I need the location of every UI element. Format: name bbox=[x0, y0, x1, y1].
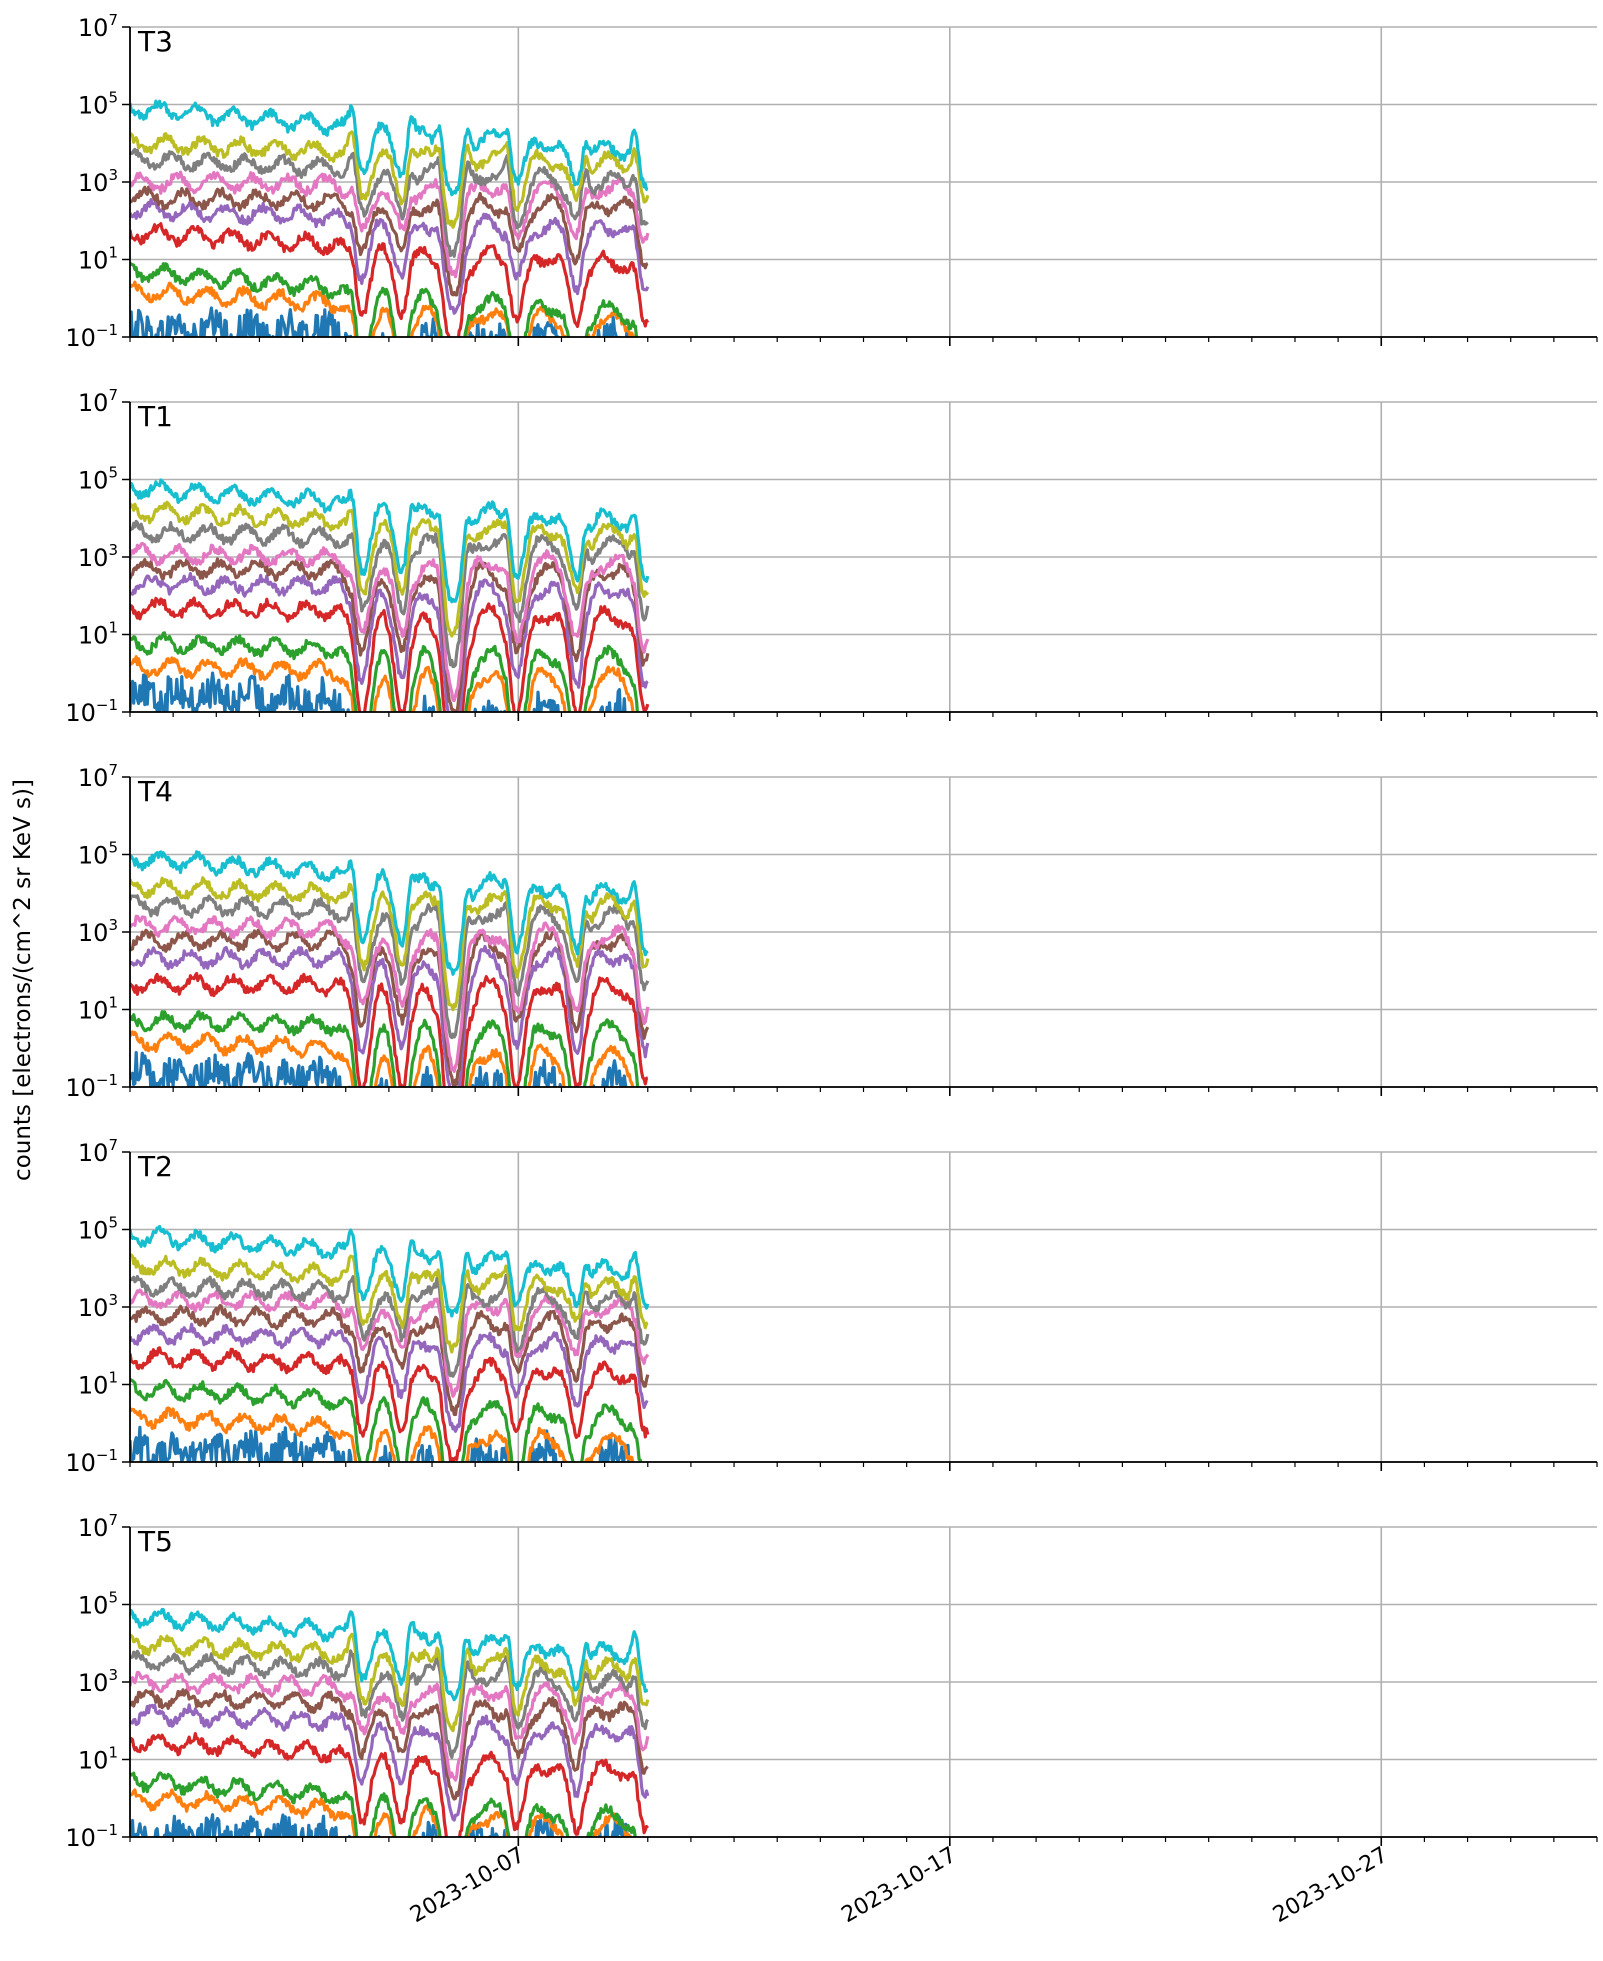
y-tick-label: 105 bbox=[78, 839, 118, 870]
series-line-channel-3 bbox=[130, 596, 650, 712]
series-line-channel-3 bbox=[130, 971, 649, 1087]
series-line-channel-6 bbox=[130, 170, 650, 279]
y-tick-label: 10−1 bbox=[65, 321, 118, 352]
series-line-channel-6 bbox=[130, 914, 650, 1073]
y-axis-label: counts [electrons/(cm^2 sr KeV s)] bbox=[10, 779, 36, 1181]
series-line-channel-5 bbox=[130, 185, 649, 297]
x-tick-label: 2023-10-27 bbox=[1269, 1843, 1392, 1929]
y-tick-label: 105 bbox=[78, 1589, 118, 1620]
series-line-channel-3 bbox=[130, 1731, 650, 1837]
series-group bbox=[130, 1224, 650, 1462]
panel-t2: 10−1 101 103 105 107 T2 bbox=[65, 1136, 1598, 1477]
y-tick-label: 107 bbox=[78, 11, 118, 42]
series-line-channel-2 bbox=[130, 262, 639, 337]
series-line-channel-0 bbox=[130, 1812, 632, 1837]
series-line-channel-2 bbox=[130, 1377, 643, 1462]
series-group bbox=[130, 1607, 650, 1837]
y-tick-label: 107 bbox=[78, 1511, 118, 1542]
panel-t3: 10−1 101 103 105 107 T3 bbox=[65, 11, 1598, 352]
panel-title: T3 bbox=[137, 25, 173, 58]
series-line-channel-5 bbox=[130, 1688, 649, 1801]
series-line-channel-4 bbox=[130, 944, 650, 1087]
series-line-channel-1 bbox=[130, 655, 635, 712]
y-tick-label: 105 bbox=[78, 464, 118, 495]
series-line-channel-2 bbox=[130, 631, 639, 712]
series-line-channel-7 bbox=[130, 894, 650, 1040]
series-group bbox=[130, 99, 650, 337]
series-line-channel-9 bbox=[130, 478, 650, 604]
series-line-channel-8 bbox=[130, 1632, 650, 1733]
x-tick-label: 2023-10-07 bbox=[406, 1843, 529, 1929]
series-line-channel-1 bbox=[130, 1030, 635, 1087]
series-line-channel-4 bbox=[130, 198, 650, 315]
panel-title: T1 bbox=[137, 400, 173, 433]
y-tick-label: 103 bbox=[78, 541, 118, 572]
series-line-channel-9 bbox=[130, 99, 649, 197]
series-line-channel-0 bbox=[130, 671, 627, 712]
series-line-channel-2 bbox=[130, 1771, 637, 1837]
x-tick-label: 2023-10-17 bbox=[838, 1843, 961, 1929]
series-line-channel-7 bbox=[130, 1649, 650, 1760]
series-line-channel-1 bbox=[130, 1406, 635, 1462]
y-tick-label: 101 bbox=[78, 244, 118, 275]
series-line-channel-7 bbox=[130, 147, 649, 258]
series-line-channel-1 bbox=[130, 1788, 633, 1837]
y-tick-label: 101 bbox=[78, 619, 118, 650]
y-tick-label: 103 bbox=[78, 166, 118, 197]
series-line-channel-4 bbox=[130, 1703, 650, 1822]
series-line-channel-2 bbox=[130, 1010, 640, 1087]
y-tick-label: 105 bbox=[78, 1214, 118, 1245]
y-tick-label: 101 bbox=[78, 1369, 118, 1400]
series-line-channel-8 bbox=[130, 130, 650, 229]
series-line-channel-1 bbox=[130, 280, 636, 337]
series-line-channel-7 bbox=[130, 1273, 650, 1378]
y-tick-label: 107 bbox=[78, 761, 118, 792]
series-line-channel-9 bbox=[130, 1224, 650, 1318]
series-line-channel-8 bbox=[130, 1253, 649, 1354]
y-tick-label: 101 bbox=[78, 994, 118, 1025]
series-line-channel-9 bbox=[130, 850, 649, 976]
series-line-channel-5 bbox=[130, 1303, 650, 1417]
series-group bbox=[130, 850, 650, 1087]
series-line-channel-9 bbox=[130, 1607, 649, 1702]
y-tick-label: 10−1 bbox=[65, 1446, 118, 1477]
y-tick-label: 10−1 bbox=[65, 1821, 118, 1852]
series-line-channel-6 bbox=[130, 1288, 650, 1398]
y-tick-label: 107 bbox=[78, 1136, 118, 1167]
panel-title: T5 bbox=[137, 1525, 173, 1558]
series-line-channel-6 bbox=[130, 541, 650, 703]
series-line-channel-7 bbox=[130, 519, 650, 669]
y-tick-label: 103 bbox=[78, 1666, 118, 1697]
y-tick-label: 10−1 bbox=[65, 696, 118, 727]
series-line-channel-0 bbox=[130, 1050, 628, 1087]
series-group bbox=[130, 478, 650, 712]
panel-title: T2 bbox=[137, 1150, 173, 1183]
panels-layer: 10−1101103105107T310−1101103105107T110−1… bbox=[65, 11, 1598, 1929]
series-line-channel-4 bbox=[130, 571, 649, 712]
series-line-channel-8 bbox=[130, 876, 650, 1012]
panel-t4: 10−1 101 103 105 107 T4 bbox=[65, 761, 1598, 1102]
panel-t5: 10−1 101 103 105 107 T5 2023-10-07 2023-10-17 20… bbox=[65, 1511, 1598, 1929]
y-tick-label: 101 bbox=[78, 1744, 118, 1775]
series-line-channel-8 bbox=[130, 500, 650, 638]
panel-title: T4 bbox=[137, 775, 173, 808]
y-tick-label: 105 bbox=[78, 89, 118, 120]
series-line-channel-0 bbox=[130, 1425, 631, 1462]
series-line-channel-0 bbox=[130, 306, 630, 337]
y-tick-label: 10−1 bbox=[65, 1071, 118, 1102]
series-line-channel-4 bbox=[130, 1322, 649, 1433]
y-tick-label: 107 bbox=[78, 386, 118, 417]
series-line-channel-3 bbox=[130, 1346, 650, 1462]
series-line-channel-6 bbox=[130, 1670, 650, 1782]
series-line-channel-3 bbox=[130, 222, 650, 337]
y-tick-label: 103 bbox=[78, 916, 118, 947]
y-tick-label: 103 bbox=[78, 1291, 118, 1322]
panel-t1: 10−1 101 103 105 107 T1 bbox=[65, 386, 1598, 727]
